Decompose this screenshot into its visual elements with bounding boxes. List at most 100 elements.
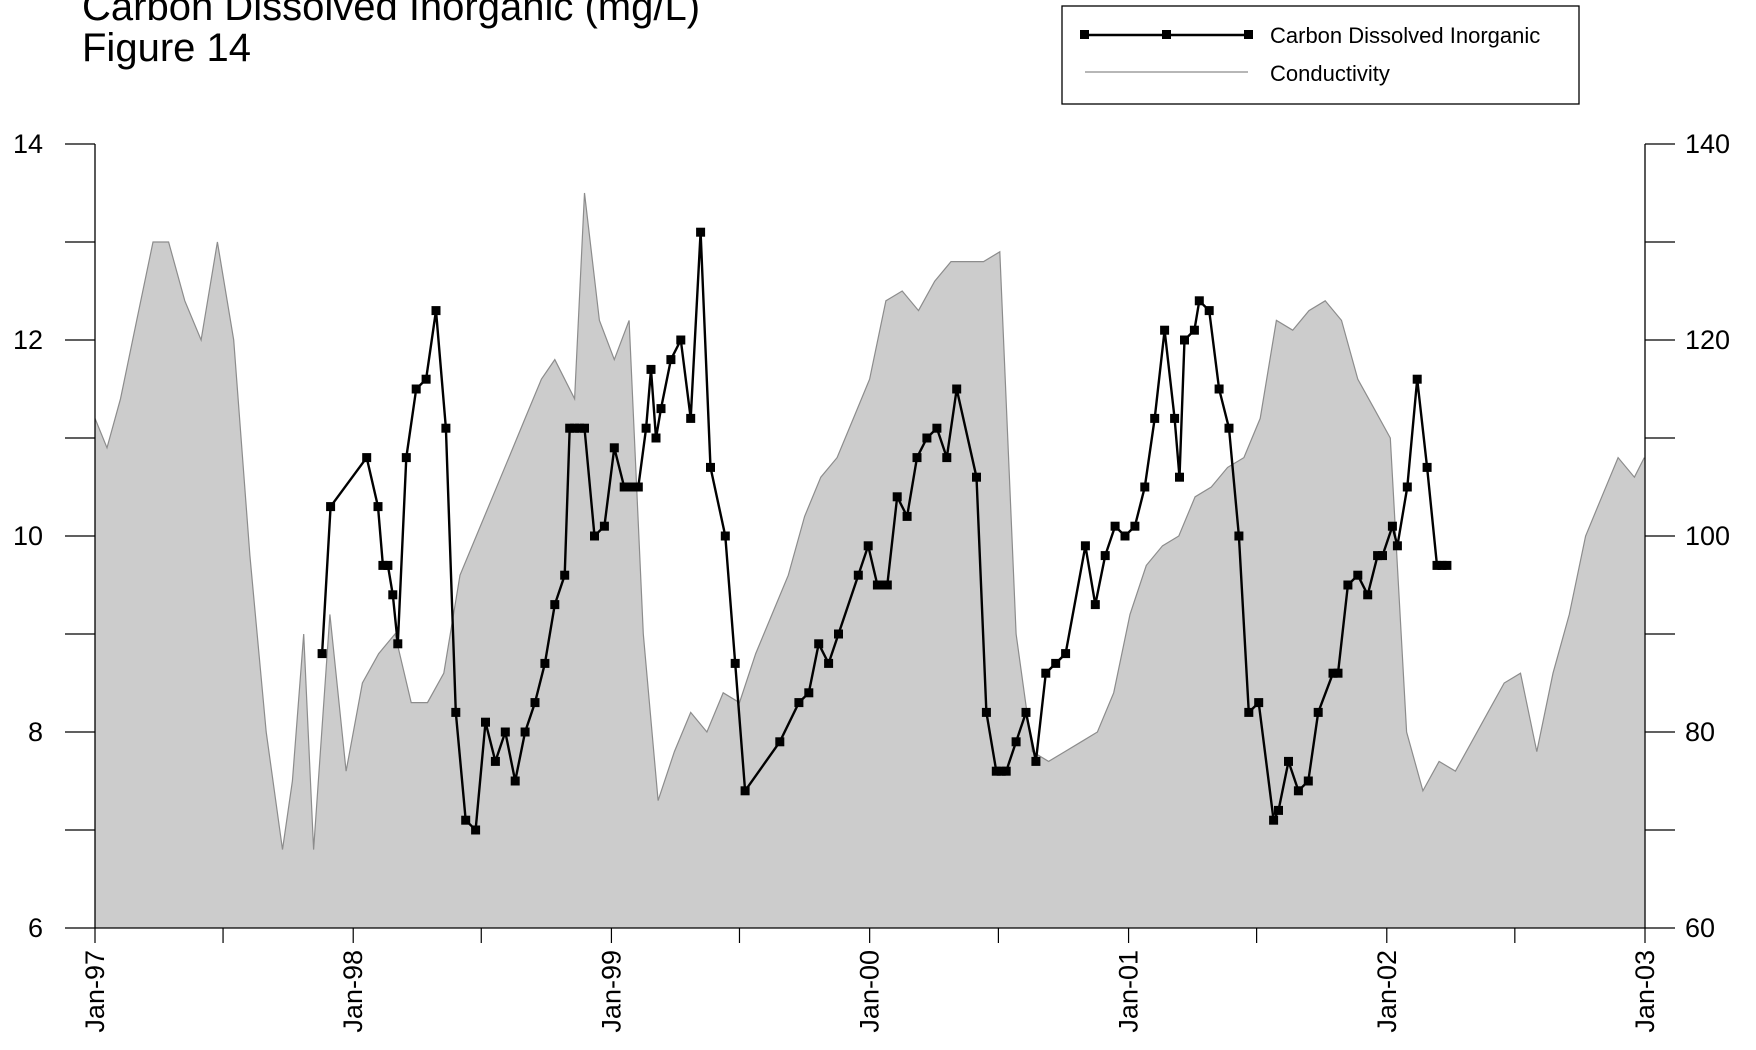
carbon-point [421, 374, 431, 384]
carbon-point [834, 629, 843, 639]
y-right-tick-label: 100 [1685, 521, 1730, 551]
carbon-point [794, 698, 804, 708]
y-left-tick-label: 12 [13, 325, 43, 355]
carbon-point [853, 570, 863, 580]
carbon-point [1194, 296, 1204, 306]
carbon-point [626, 482, 636, 492]
carbon-point [1140, 482, 1150, 492]
carbon-point [824, 658, 834, 668]
legend-label-conductivity: Conductivity [1270, 61, 1390, 86]
carbon-point [1170, 413, 1180, 423]
carbon-point [1051, 658, 1061, 668]
carbon-point [814, 639, 824, 649]
x-tick-label: Jan-99 [596, 950, 626, 1033]
carbon-point [730, 658, 740, 668]
carbon-point [1180, 335, 1189, 345]
carbon-point [706, 462, 715, 472]
legend: Carbon Dissolved Inorganic Conductivity [1061, 5, 1580, 105]
carbon-point [641, 423, 651, 433]
y-left-tick-label: 8 [28, 717, 43, 747]
carbon-point [1100, 551, 1110, 561]
carbon-point [1175, 472, 1184, 482]
carbon-point [686, 413, 696, 423]
carbon-point [646, 364, 656, 374]
carbon-point [490, 756, 500, 766]
carbon-point [882, 580, 892, 590]
carbon-point [1432, 560, 1442, 570]
carbon-point [1353, 570, 1363, 580]
carbon-point [317, 649, 327, 659]
x-tick-label: Jan-97 [80, 950, 110, 1033]
carbon-point [676, 335, 686, 345]
carbon-series-layer [317, 227, 1452, 835]
carbon-point [619, 482, 629, 492]
carbon-point [1204, 306, 1214, 316]
carbon-point [1090, 600, 1100, 610]
carbon-point [378, 560, 388, 570]
chart-subtitle: Figure 14 [82, 26, 251, 70]
carbon-point [656, 404, 666, 414]
carbon-point [902, 511, 912, 521]
carbon-point [775, 737, 785, 747]
carbon-point [1363, 590, 1373, 600]
carbon-point [441, 423, 451, 433]
carbon-point [892, 492, 902, 502]
carbon-point [388, 590, 398, 600]
carbon-point [383, 560, 393, 570]
axes-layer: 6 8 10 12 14 60 80 100 120 140 Jan-97 Jan-98 Jan-99 J… [13, 129, 1730, 1033]
carbon-point [666, 355, 676, 365]
carbon-point [393, 639, 403, 649]
carbon-point [1378, 551, 1387, 561]
x-tick-label: Jan-01 [1114, 950, 1144, 1033]
carbon-point [991, 766, 1001, 776]
carbon-point [590, 531, 599, 541]
carbon-point [740, 786, 750, 796]
carbon-point [1130, 521, 1140, 531]
y-right-tick-label: 140 [1685, 129, 1730, 159]
chart-title: Carbon Dissolved Inorganic (mg/L) [82, 0, 701, 29]
carbon-point [1343, 580, 1353, 590]
carbon-point [1328, 668, 1338, 678]
carbon-point [1303, 776, 1313, 786]
carbon-point [720, 531, 730, 541]
legend-carbon-marker [1244, 30, 1253, 39]
carbon-point [1293, 786, 1303, 796]
carbon-point [804, 688, 814, 698]
y-left-tick-label: 10 [13, 521, 43, 551]
carbon-point [1011, 737, 1021, 747]
carbon-point [510, 776, 520, 786]
carbon-point [872, 580, 882, 590]
carbon-point [1001, 766, 1011, 776]
carbon-point [1412, 374, 1422, 384]
carbon-point [952, 384, 962, 394]
carbon-point [1080, 541, 1090, 551]
carbon-point [560, 570, 570, 580]
carbon-point [996, 766, 1006, 776]
carbon-point [981, 707, 991, 717]
carbon-point [481, 717, 490, 727]
y-right-tick-label: 60 [1685, 913, 1715, 943]
carbon-point [540, 658, 550, 668]
carbon-point [1021, 707, 1031, 717]
legend-label-carbon: Carbon Dissolved Inorganic [1270, 23, 1540, 48]
carbon-point [942, 453, 952, 463]
carbon-point [1274, 805, 1283, 815]
carbon-point [451, 707, 461, 717]
legend-carbon-marker [1162, 30, 1171, 39]
x-tick-label: Jan-00 [855, 950, 885, 1033]
carbon-point [326, 502, 336, 512]
legend-frame [1061, 5, 1580, 105]
carbon-point [1214, 384, 1224, 394]
carbon-point [570, 423, 580, 433]
carbon-point [922, 433, 932, 443]
carbon-point [362, 453, 372, 463]
carbon-point [1160, 325, 1170, 335]
carbon-point [1224, 423, 1234, 433]
carbon-point [471, 825, 481, 835]
carbon-point [1244, 707, 1254, 717]
carbon-point [1234, 531, 1244, 541]
carbon-point [932, 423, 942, 433]
carbon-point [373, 502, 383, 512]
carbon-point [1150, 413, 1160, 423]
